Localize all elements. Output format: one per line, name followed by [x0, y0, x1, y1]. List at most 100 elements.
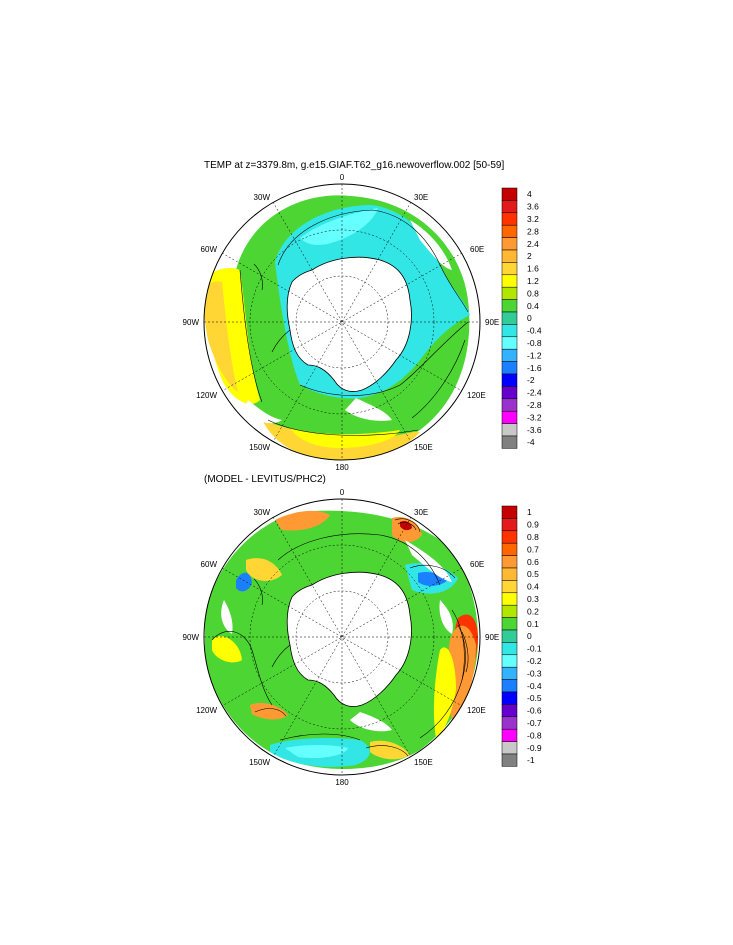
top-colorbar-label: -2.8: [527, 400, 542, 410]
bottom-colorbar-label: -0.6: [527, 706, 542, 716]
bottom-colorbar-swatch: [501, 604, 518, 618]
bottom-colorbar-label: 0.7: [527, 544, 539, 554]
top-map-border: [203, 183, 481, 461]
bottom-lon-label-180: 180: [335, 778, 349, 787]
bottom-colorbar-label: 0.3: [527, 594, 539, 604]
bottom-colorbar-swatch: [501, 666, 518, 680]
bottom-colorbar-label: -0.5: [527, 693, 542, 703]
bottom-colorbar-label: 0.5: [527, 569, 539, 579]
top-colorbar-swatch: [501, 299, 518, 313]
top-colorbar: 4 3.6 3.2 2.8 2.4 2 1.6 1.2 0.8 0.4 0 -0.4 -0.8 -1.2 -…: [501, 187, 542, 449]
bottom-lon-label-120w: 120W: [196, 706, 217, 715]
bottom-field-yellow-60w: [246, 558, 282, 582]
bottom-lon-label-0: 0: [340, 488, 345, 497]
top-colorbar-swatch: [501, 249, 518, 263]
top-antarctica-outline: [286, 256, 412, 392]
bottom-colorbar-label: 0.6: [527, 557, 539, 567]
bottom-colorbar-swatch: [501, 728, 518, 742]
bottom-colorbar-swatch: [501, 753, 518, 767]
top-colorbar-swatch: [501, 187, 518, 201]
bottom-colorbar-label: -0.3: [527, 668, 542, 678]
top-colorbar-label: -2.4: [527, 388, 542, 398]
top-colorbar-label: -2: [527, 375, 535, 385]
top-colorbar-swatch: [501, 386, 518, 400]
bottom-colorbar-label: -0.1: [527, 644, 542, 654]
top-colorbar-label: -3.6: [527, 425, 542, 435]
bottom-colorbar-swatch: [501, 530, 518, 544]
bottom-colorbar-label: 0.9: [527, 520, 539, 530]
bottom-colorbar-label: -0.8: [527, 730, 542, 740]
bottom-colorbar-swatch: [501, 592, 518, 606]
bottom-field-orange-30w: [275, 510, 330, 531]
bottom-colorbar-swatch: [501, 642, 518, 656]
bottom-polar-map: 0 30E 60E 90E 120E 150E 180 150W 120W 90…: [183, 488, 542, 787]
top-lon-label-0: 0: [340, 173, 345, 182]
bottom-field-yellow-east: [433, 647, 456, 738]
top-colorbar-swatch: [501, 336, 518, 350]
bottom-colorbar-swatch: [501, 567, 518, 581]
bottom-lon-label-120e: 120E: [467, 706, 486, 715]
top-colorbar-label: -0.8: [527, 338, 542, 348]
bottom-colorbar-label: -0.4: [527, 681, 542, 691]
bottom-map-border: [203, 498, 481, 776]
bottom-field-orange-120w: [250, 703, 288, 720]
top-lon-label-30e: 30E: [414, 193, 428, 202]
bottom-lon-label-30w: 30W: [254, 508, 271, 517]
bottom-colorbar-label: 0: [527, 631, 532, 641]
top-colorbar-label: -0.4: [527, 326, 542, 336]
top-colorbar-label: 4: [527, 189, 532, 199]
top-colorbar-swatch: [501, 274, 518, 288]
top-colorbar-label: 2: [527, 251, 532, 261]
top-colorbar-label: 0.4: [527, 301, 539, 311]
top-colorbar-swatch: [501, 311, 518, 325]
top-colorbar-swatch: [501, 237, 518, 251]
bottom-antarctica-outline: [286, 571, 412, 707]
bottom-field-blue-drake: [236, 572, 252, 592]
bottom-colorbar-swatch: [501, 542, 518, 556]
top-lon-label-60e: 60E: [470, 245, 484, 254]
bottom-colorbar-label: 0.4: [527, 582, 539, 592]
bottom-lon-label-60e: 60E: [470, 560, 484, 569]
bottom-colorbar-swatch: [501, 716, 518, 730]
top-colorbar-label: 0: [527, 313, 532, 323]
top-colorbar-swatch: [501, 423, 518, 437]
bottom-colorbar-swatch: [501, 505, 518, 519]
bottom-field-yellow-90w: [212, 636, 242, 663]
bottom-colorbar-swatch: [501, 741, 518, 755]
bottom-colorbar-swatch: [501, 629, 518, 643]
top-colorbar-swatch: [501, 361, 518, 375]
top-lon-label-90e: 90E: [485, 318, 499, 327]
top-lon-label-150w: 150W: [249, 443, 270, 452]
bottom-lon-label-60w: 60W: [201, 560, 218, 569]
top-polar-map: 0 30E 60E 90E 120E 150E 180 150W 120W 90…: [183, 173, 542, 472]
top-colorbar-label: -1.2: [527, 350, 542, 360]
bottom-colorbar-label: -0.2: [527, 656, 542, 666]
top-colorbar-label: 3.2: [527, 214, 539, 224]
bottom-map-title: (MODEL - LEVITUS/PHC2): [204, 474, 326, 485]
bottom-colorbar-swatch: [501, 617, 518, 631]
top-colorbar-label: 2.8: [527, 226, 539, 236]
bottom-colorbar-label: -0.9: [527, 743, 542, 753]
bottom-lon-label-90e: 90E: [485, 633, 499, 642]
bottom-colorbar-label: 0.1: [527, 619, 539, 629]
bottom-colorbar-label: 0.8: [527, 532, 539, 542]
top-map-title: TEMP at z=3379.8m, g.e15.GIAF.T62_g16.ne…: [204, 160, 505, 171]
bottom-colorbar-swatch: [501, 654, 518, 668]
top-colorbar-label: 3.6: [527, 202, 539, 212]
top-colorbar-label: -3.2: [527, 412, 542, 422]
bottom-colorbar: 1 0.9 0.8 0.7 0.6 0.5 0.4 0.3 0.2 0.1 0 -0.1 -0.2 -0.…: [501, 505, 542, 767]
top-field-orange: [204, 281, 238, 392]
top-colorbar-label: -1.6: [527, 363, 542, 373]
top-colorbar-swatch: [501, 224, 518, 238]
top-colorbar-label: -4: [527, 437, 535, 447]
top-colorbar-swatch: [501, 435, 518, 449]
top-colorbar-swatch: [501, 324, 518, 338]
top-colorbar-swatch: [501, 212, 518, 226]
top-colorbar-swatch: [501, 200, 518, 214]
bottom-colorbar-label: 0.2: [527, 606, 539, 616]
top-colorbar-label: 1.6: [527, 264, 539, 274]
top-lon-label-150e: 150E: [414, 443, 433, 452]
top-lon-label-120e: 120E: [467, 391, 486, 400]
bottom-lon-label-90w: 90W: [183, 633, 200, 642]
